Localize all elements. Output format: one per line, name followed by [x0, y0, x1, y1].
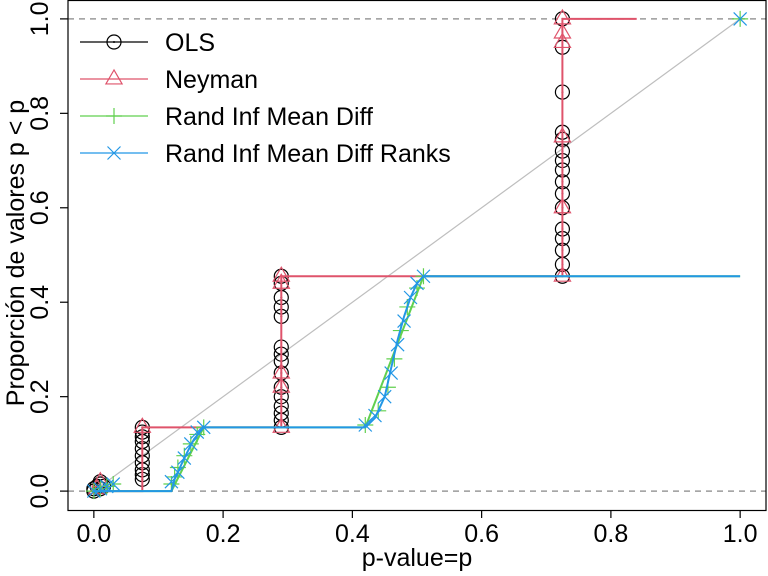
series-3-point-5	[170, 465, 185, 480]
y-tick-label-1: 0.2	[26, 379, 54, 414]
series-3-point-16	[403, 290, 418, 305]
series-1-point-7	[272, 266, 291, 282]
legend-marker-3	[107, 146, 121, 160]
y-tick-label-0: 0.0	[26, 474, 54, 509]
x-tick-label-5: 1.0	[723, 520, 758, 548]
y-tick-label-5: 1.0	[26, 2, 54, 37]
legend-label-2: Rand Inf Mean Diff	[165, 103, 373, 131]
y-tick-label-3: 0.6	[26, 190, 54, 225]
plot-frame	[67, 0, 767, 512]
series-line-3	[93, 275, 741, 493]
series-3-point-19	[733, 11, 748, 26]
legend-marker-0	[106, 34, 122, 50]
x-tick-label-0: 0.0	[76, 520, 111, 548]
series-1	[87, 8, 637, 495]
series-3-point-13	[384, 366, 399, 380]
y-axis-title: Proporción de valores p < p	[2, 100, 30, 406]
series-3-point-4	[164, 474, 179, 489]
axes: 0.0 0.2 0.4 0.6 0.8 1.0 0.0 0.2 0.4 0.6 0.8 1.0	[26, 0, 767, 548]
legend-marker-2	[106, 108, 122, 124]
x-axis-title: p-value=p	[362, 544, 473, 572]
series-3-point-9	[196, 420, 211, 435]
series-3	[86, 11, 748, 499]
series-1-point-13	[553, 8, 572, 25]
series-1-point-2	[133, 417, 152, 433]
series-1-point-9	[553, 197, 572, 214]
x-tick-label-1: 0.2	[206, 520, 241, 548]
plot-area	[68, 8, 766, 500]
series-1-point-3	[272, 417, 291, 433]
legend-entry-3: Rand Inf Mean Diff Ranks	[80, 140, 451, 168]
series-1-point-12	[553, 22, 572, 39]
legend-entry-2: Rand Inf Mean Diff	[80, 103, 373, 131]
legend-marker-0-dot	[113, 41, 115, 43]
legend-entry-0: OLS	[80, 29, 215, 57]
series-1-point-5	[272, 362, 291, 379]
series-3-point-7	[183, 436, 198, 451]
x-tick-label-3: 0.6	[464, 520, 499, 548]
legend-marker-1	[104, 68, 124, 85]
series-1-point-4	[272, 377, 291, 393]
series-3-point-14	[390, 337, 405, 352]
series-1-point-10	[553, 126, 572, 143]
series-3-point-3	[106, 477, 121, 491]
legend-label-0: OLS	[165, 29, 215, 57]
x-tick-label-2: 0.4	[335, 520, 370, 548]
series-3-point-8	[190, 425, 205, 440]
series-3-point-18	[416, 269, 431, 284]
x-tick-label-4: 0.8	[594, 520, 629, 548]
series-3-point-6	[177, 451, 192, 465]
series-3-point-11	[368, 408, 382, 423]
series-0	[86, 11, 571, 499]
y-tick-label-4: 0.8	[26, 96, 54, 131]
series-3-point-12	[377, 389, 392, 404]
legend-label-3: Rand Inf Mean Diff Ranks	[165, 140, 451, 168]
series-line-1	[93, 17, 637, 493]
series-1-point-11	[553, 32, 572, 49]
series-line-2	[93, 275, 741, 493]
legend: OLS Neyman Rand Inf Mean Diff Rand Inf Mean…	[80, 29, 451, 168]
legend-entry-1: Neyman	[80, 66, 258, 94]
series-3-point-15	[397, 314, 411, 329]
diagonal-reference-line	[93, 18, 741, 492]
series-1-point-8	[553, 266, 572, 282]
legend-label-1: Neyman	[165, 66, 258, 94]
legend-marker-0-ring	[106, 34, 122, 50]
plot-inner	[68, 8, 766, 500]
y-tick-label-2: 0.4	[26, 285, 54, 320]
